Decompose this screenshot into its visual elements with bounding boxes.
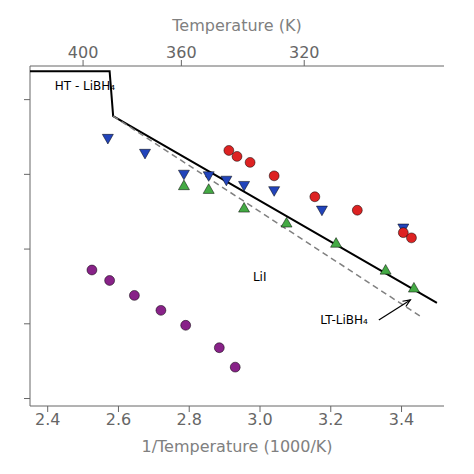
svg-text:1/Temperature (1000/K): 1/Temperature (1000/K) xyxy=(141,437,332,456)
svg-text:360: 360 xyxy=(166,43,197,62)
svg-text:Temperature (K): Temperature (K) xyxy=(171,16,301,35)
svg-text:2.6: 2.6 xyxy=(106,410,131,429)
svg-text:LiI: LiI xyxy=(253,270,267,284)
svg-text:3.2: 3.2 xyxy=(318,410,343,429)
svg-text:LT-LiBH₄: LT-LiBH₄ xyxy=(320,313,368,327)
svg-text:320: 320 xyxy=(289,43,320,62)
svg-text:HT - LiBH₄: HT - LiBH₄ xyxy=(55,79,116,93)
svg-text:400: 400 xyxy=(68,43,99,62)
svg-text:3.4: 3.4 xyxy=(389,410,414,429)
svg-text:3.0: 3.0 xyxy=(247,410,272,429)
svg-text:2.8: 2.8 xyxy=(177,410,202,429)
svg-text:2.4: 2.4 xyxy=(35,410,60,429)
